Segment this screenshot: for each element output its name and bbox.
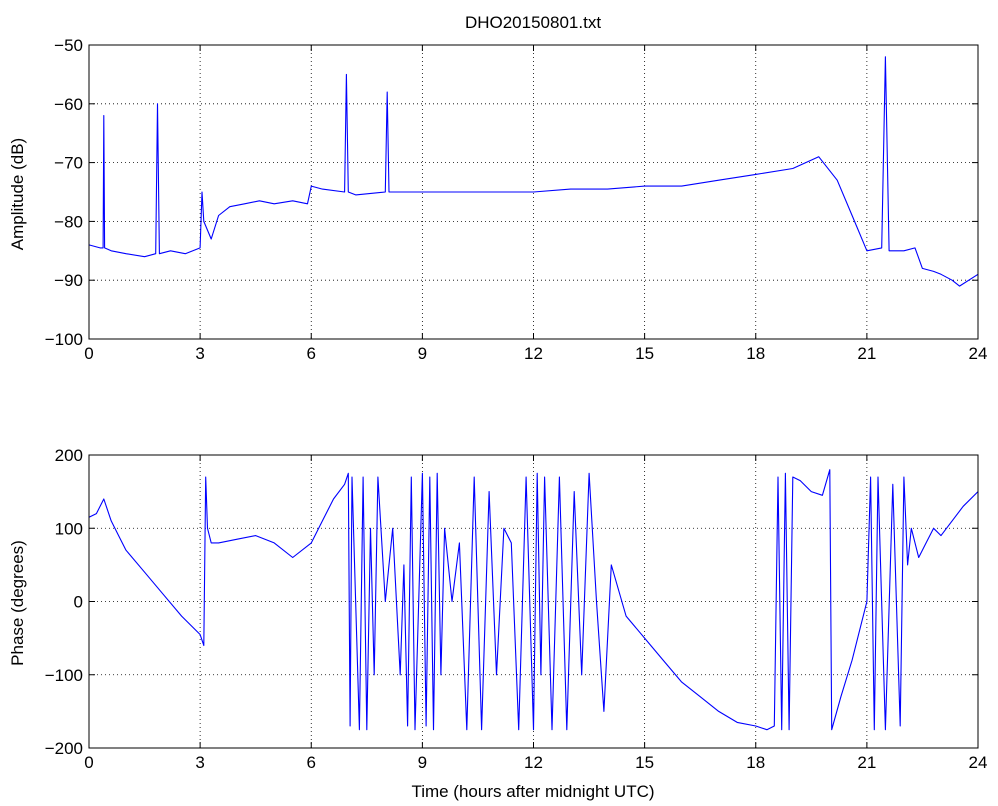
phase-x-tick-label: 15 (635, 753, 654, 772)
phase-y-axis-label: Phase (degrees) (8, 540, 27, 666)
amplitude-y-tick-label: −80 (54, 212, 83, 231)
phase-x-tick-label: 24 (969, 753, 988, 772)
phase-y-tick-label: 200 (55, 446, 83, 465)
amplitude-series (88, 56, 979, 287)
phase-ticks: 0 3 6 9 12 15 18 21 24 −200 −100 0 100 200 (45, 446, 988, 772)
amplitude-y-tick-label: −100 (45, 330, 83, 349)
phase-x-tick-label: 9 (418, 753, 427, 772)
amplitude-y-tick-label: −70 (54, 154, 83, 173)
amplitude-x-tick-label: 24 (969, 344, 988, 363)
amplitude-x-tick-label: 6 (307, 344, 316, 363)
phase-series (88, 469, 979, 731)
amplitude-grid (89, 45, 978, 339)
amplitude-axes: DHO20150801.txt 0 3 6 9 12 15 18 21 24 −100 −90 −80… (8, 13, 987, 363)
phase-series-line (88, 469, 979, 731)
amplitude-y-tick-label: −90 (54, 271, 83, 290)
amplitude-x-tick-label: 18 (746, 344, 765, 363)
phase-y-tick-label: −100 (45, 666, 83, 685)
phase-axes: 0 3 6 9 12 15 18 21 24 −200 −100 0 100 200 Phase (deg… (8, 446, 987, 801)
amplitude-y-tick-label: −50 (54, 36, 83, 55)
amplitude-y-axis-label: Amplitude (dB) (8, 138, 27, 250)
amplitude-y-tick-label: −60 (54, 95, 83, 114)
amplitude-x-tick-label: 21 (857, 344, 876, 363)
amplitude-x-tick-label: 9 (418, 344, 427, 363)
phase-x-axis-label: Time (hours after midnight UTC) (411, 782, 654, 801)
phase-x-tick-label: 12 (524, 753, 543, 772)
phase-y-tick-label: 0 (74, 593, 83, 612)
chart-title: DHO20150801.txt (465, 13, 601, 32)
phase-x-tick-label: 3 (195, 753, 204, 772)
amplitude-x-tick-label: 12 (524, 344, 543, 363)
phase-x-tick-label: 6 (307, 753, 316, 772)
amplitude-x-tick-label: 15 (635, 344, 654, 363)
phase-x-tick-label: 18 (746, 753, 765, 772)
amplitude-series-line (88, 56, 979, 287)
phase-x-tick-label: 0 (84, 753, 93, 772)
amplitude-x-tick-label: 3 (195, 344, 204, 363)
amplitude-x-tick-label: 0 (84, 344, 93, 363)
phase-y-tick-label: −200 (45, 739, 83, 758)
phase-y-tick-label: 100 (55, 519, 83, 538)
phase-x-tick-label: 21 (857, 753, 876, 772)
amplitude-ticks: 0 3 6 9 12 15 18 21 24 −100 −90 −80 −70 −60 −50 (45, 36, 988, 363)
